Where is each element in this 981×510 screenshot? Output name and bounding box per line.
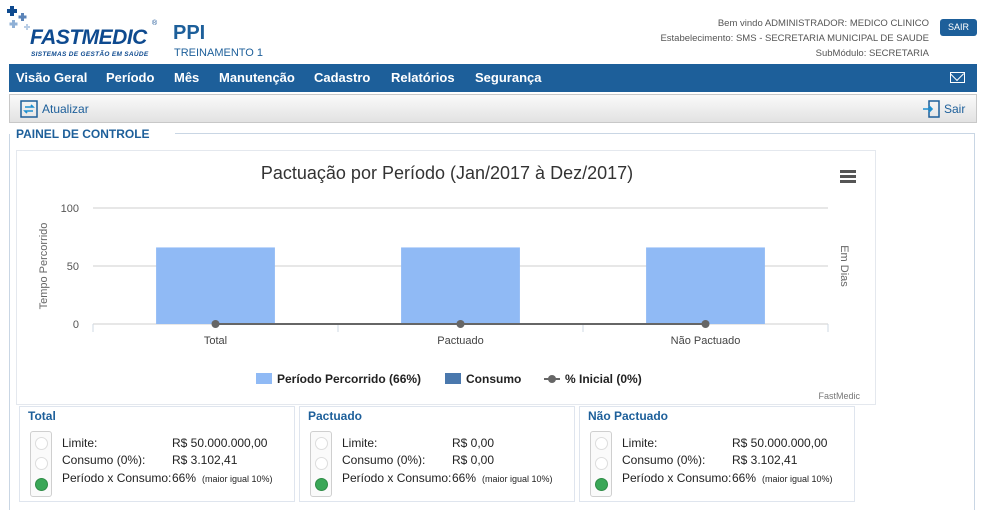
nav-item-mes[interactable]: Mês	[174, 70, 200, 85]
card-nao-pactuado: Não Pactuado Limite: R$ 50.000.000,00 Co…	[579, 406, 855, 502]
limite-value: R$ 0,00	[452, 436, 495, 450]
traffic-light-icon	[30, 431, 52, 497]
consumo-value: R$ 0,00	[452, 453, 495, 467]
card-total: Total Limite: R$ 50.000.000,00 Consumo (…	[19, 406, 295, 502]
periodo-note: (maior igual 10%)	[762, 474, 833, 484]
control-panel	[9, 134, 975, 510]
x-tick-label: Total	[204, 335, 227, 347]
line-point-percent-inicial	[211, 320, 220, 328]
y-tick-label: 100	[61, 203, 79, 215]
periodo-value: 66%	[732, 471, 757, 485]
consumo-label: Consumo (0%):	[622, 453, 706, 467]
periodo-note: (maior igual 10%)	[482, 474, 553, 484]
periodo-label: Período x Consumo:	[622, 471, 732, 485]
consumo-value: R$ 3.102,41	[172, 453, 238, 467]
app-title: PPI	[173, 22, 206, 44]
logo-crosses-icon	[7, 6, 30, 30]
exit-door-icon	[923, 100, 940, 118]
line-point-percent-inicial	[701, 320, 710, 328]
limite-label: Limite:	[62, 436, 98, 450]
legend-label-inicial: % Inicial (0%)	[565, 372, 642, 386]
panel-title: PAINEL DE CONTROLE	[16, 127, 150, 141]
y-tick-label: 0	[73, 319, 79, 331]
user-info: Bem vindo ADMINISTRADOR: MEDICO CLINICO …	[660, 16, 929, 61]
card-title: Total	[28, 409, 56, 423]
consumo-value: R$ 3.102,41	[732, 453, 798, 467]
submodule-text: SubMódulo: SECRETARIA	[815, 48, 929, 59]
welcome-text: Bem vindo ADMINISTRADOR: MEDICO CLINICO	[717, 18, 929, 29]
nav-item-relatorios[interactable]: Relatórios	[391, 70, 455, 85]
chart-plot: 0 50 100 Tempo Percorrido Em Dias Total Pactua…	[38, 203, 860, 401]
lamp-yellow	[35, 457, 48, 470]
periodo-note: (maior igual 10%)	[202, 474, 273, 484]
app-subtitle: TREINAMENTO 1	[174, 47, 264, 59]
y-axis-label: Tempo Percorrido	[38, 223, 50, 310]
limite-label: Limite:	[622, 436, 658, 450]
main-nav: Visão Geral Período Mês Manutenção Cadas…	[9, 64, 977, 92]
legend-label-periodo: Período Percorrido (66%)	[277, 372, 421, 386]
refresh-icon	[20, 100, 38, 118]
traffic-light-icon	[310, 431, 332, 497]
legend-label-consumo: Consumo	[466, 372, 521, 386]
exit-label: Sair	[944, 102, 966, 116]
refresh-button[interactable]: Atualizar	[20, 100, 89, 118]
toolbar: Atualizar Sair	[9, 94, 977, 123]
logo-registered: ®	[152, 20, 158, 27]
y2-axis-label: Em Dias	[838, 245, 850, 287]
legend-marker-inicial	[548, 375, 556, 383]
consumo-label: Consumo (0%):	[342, 453, 426, 467]
y-tick-label: 50	[67, 261, 79, 273]
chart-container: Pactuação por Período (Jan/2017 à Dez/20…	[16, 150, 876, 405]
chart-credit: FastMedic	[818, 391, 860, 401]
nav-item-seguranca[interactable]: Segurança	[475, 70, 542, 85]
establishment-text: Estabelecimento: SMS - SECRETARIA MUNICI…	[660, 33, 929, 44]
lamp-green	[595, 478, 608, 491]
limite-value: R$ 50.000.000,00	[732, 436, 828, 450]
panel-divider	[175, 133, 975, 134]
lamp-yellow	[315, 457, 328, 470]
lamp-red	[595, 437, 608, 450]
lamp-yellow	[595, 457, 608, 470]
chart-title: Pactuação por Período (Jan/2017 à Dez/20…	[260, 163, 634, 183]
logout-button[interactable]: SAIR	[940, 19, 977, 36]
lamp-red	[35, 437, 48, 450]
logo-subtitle: SISTEMAS DE GESTÃO EM SAÚDE	[31, 51, 149, 58]
periodo-value: 66%	[452, 471, 477, 485]
lamp-green	[315, 478, 328, 491]
refresh-label: Atualizar	[42, 102, 89, 116]
legend-swatch-consumo	[445, 373, 461, 384]
lamp-green	[35, 478, 48, 491]
card-title: Não Pactuado	[588, 409, 669, 423]
periodo-label: Período x Consumo:	[62, 471, 172, 485]
mail-icon[interactable]	[950, 72, 965, 83]
logo-text: FASTMEDIC	[30, 26, 147, 49]
bar-periodo-percorrido	[646, 247, 765, 324]
exit-button[interactable]: Sair	[922, 100, 965, 118]
lamp-red	[315, 437, 328, 450]
nav-item-manutencao[interactable]: Manutenção	[219, 70, 295, 85]
fastmedic-logo: FASTMEDIC SISTEMAS DE GESTÃO EM SAÚDE ®	[6, 4, 158, 60]
bar-periodo-percorrido	[156, 247, 275, 324]
app-header: FASTMEDIC SISTEMAS DE GESTÃO EM SAÚDE ® …	[0, 0, 981, 64]
limite-label: Limite:	[342, 436, 378, 450]
limite-value: R$ 50.000.000,00	[172, 436, 268, 450]
card-title: Pactuado	[308, 409, 363, 423]
nav-item-cadastro[interactable]: Cadastro	[314, 70, 371, 85]
nav-item-visao-geral[interactable]: Visão Geral	[16, 70, 88, 85]
nav-item-periodo[interactable]: Período	[106, 70, 155, 85]
legend-swatch-periodo	[256, 373, 272, 384]
periodo-label: Período x Consumo:	[342, 471, 452, 485]
traffic-light-icon	[590, 431, 612, 497]
periodo-value: 66%	[172, 471, 197, 485]
line-point-percent-inicial	[456, 320, 465, 328]
x-tick-label: Não Pactuado	[671, 335, 741, 347]
consumo-label: Consumo (0%):	[62, 453, 146, 467]
chart-menu-icon[interactable]	[840, 170, 856, 183]
bar-periodo-percorrido	[401, 247, 520, 324]
x-tick-label: Pactuado	[437, 335, 483, 347]
card-pactuado: Pactuado Limite: R$ 0,00 Consumo (0%): R…	[299, 406, 575, 502]
